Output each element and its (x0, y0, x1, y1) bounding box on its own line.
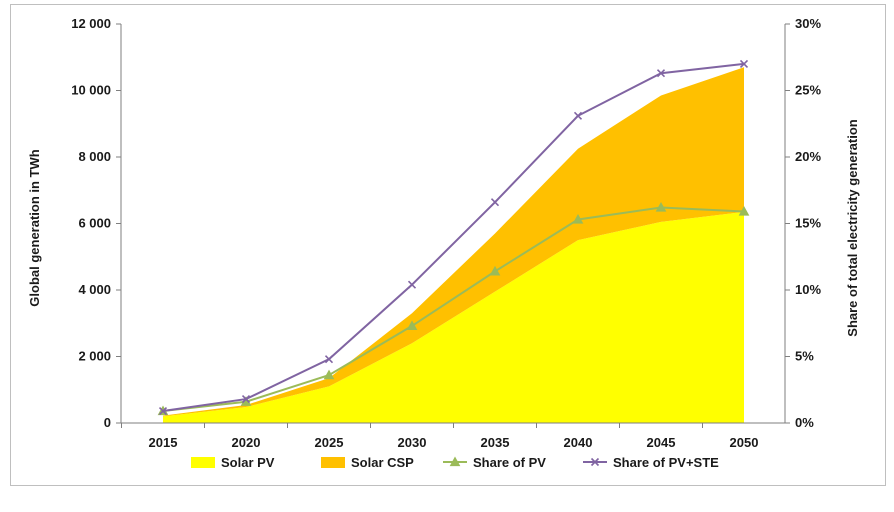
y-tick-label: 2 000 (78, 349, 111, 364)
legend-swatch-solar-csp (321, 457, 345, 468)
y2-tick-label: 15% (795, 216, 821, 231)
x-tick-label: 2035 (481, 435, 510, 450)
area-solar-pv (163, 211, 744, 423)
x-tick-label: 2045 (647, 435, 676, 450)
marker-share-of-pv (572, 213, 584, 224)
marker-share-of-pv-ste (573, 111, 583, 120)
marker-share-of-pv (323, 369, 335, 380)
y-tick-label: 6 000 (78, 216, 111, 231)
marker-share-of-pv-ste (739, 59, 749, 68)
legend: Solar PV Solar CSP Share of PV Share of PV+… (191, 455, 719, 470)
y-axis-title: Global generation in TWh (27, 149, 42, 307)
marker-share-of-pv (406, 320, 418, 331)
x-tick-label: 2025 (315, 435, 344, 450)
area-layer (163, 67, 744, 423)
marker-share-of-pv-ste (324, 355, 334, 364)
line-share-of-pv-ste (162, 62, 745, 413)
line-share-of-pv (162, 206, 745, 413)
chart: 0 2 000 4 000 6 000 8 000 10 000 12 000 0% 5% 10%… (27, 16, 860, 470)
y-tick-label: 8 000 (78, 149, 111, 164)
y2-tick-label: 5% (795, 349, 814, 364)
y2-tick-label: 25% (795, 83, 821, 98)
marker-share-of-pv-ste (158, 406, 168, 416)
legend-label-solar-csp: Solar CSP (351, 455, 414, 470)
x-tick-label: 2015 (149, 435, 178, 450)
x-tick-label: 2030 (398, 435, 427, 450)
marker-share-of-pv (738, 206, 750, 216)
y2-tick-label: 10% (795, 282, 821, 297)
marker-share-of-pv-ste (490, 198, 500, 207)
marker-share-of-pv (655, 202, 667, 212)
marker-share-of-pv (489, 265, 501, 276)
y-tick-label: 4 000 (78, 282, 111, 297)
y-tick-label: 10 000 (71, 83, 111, 98)
line-layer (157, 59, 750, 416)
y2-tick-label: 20% (795, 149, 821, 164)
marker-share-of-pv-ste (241, 394, 251, 404)
y2-tick-label: 30% (795, 16, 821, 31)
y2-axis-title: Share of total electricity generation (845, 119, 860, 337)
x-tick-label: 2040 (564, 435, 593, 450)
y2-tick-label: 0% (795, 415, 814, 430)
axes: 0 2 000 4 000 6 000 8 000 10 000 12 000 0% 5% 10%… (71, 16, 821, 450)
area-solar-csp (163, 67, 744, 417)
x-tick-label: 2020 (232, 435, 261, 450)
x-tick-label: 2050 (730, 435, 759, 450)
marker-share-of-pv-ste (407, 280, 417, 289)
legend-swatch-solar-pv (191, 457, 215, 468)
marker-share-of-pv-ste (656, 69, 666, 78)
y-tick-label: 12 000 (71, 16, 111, 31)
legend-label-solar-pv: Solar PV (221, 455, 275, 470)
y-tick-label: 0 (104, 415, 111, 430)
legend-marker-share-of-pv-ste (590, 457, 600, 467)
legend-label-share-of-pv-ste: Share of PV+STE (613, 455, 719, 470)
legend-label-share-of-pv: Share of PV (473, 455, 546, 470)
chart-frame: 0 2 000 4 000 6 000 8 000 10 000 12 000 0% 5% 10%… (10, 4, 886, 486)
legend-marker-share-of-pv (449, 456, 461, 467)
